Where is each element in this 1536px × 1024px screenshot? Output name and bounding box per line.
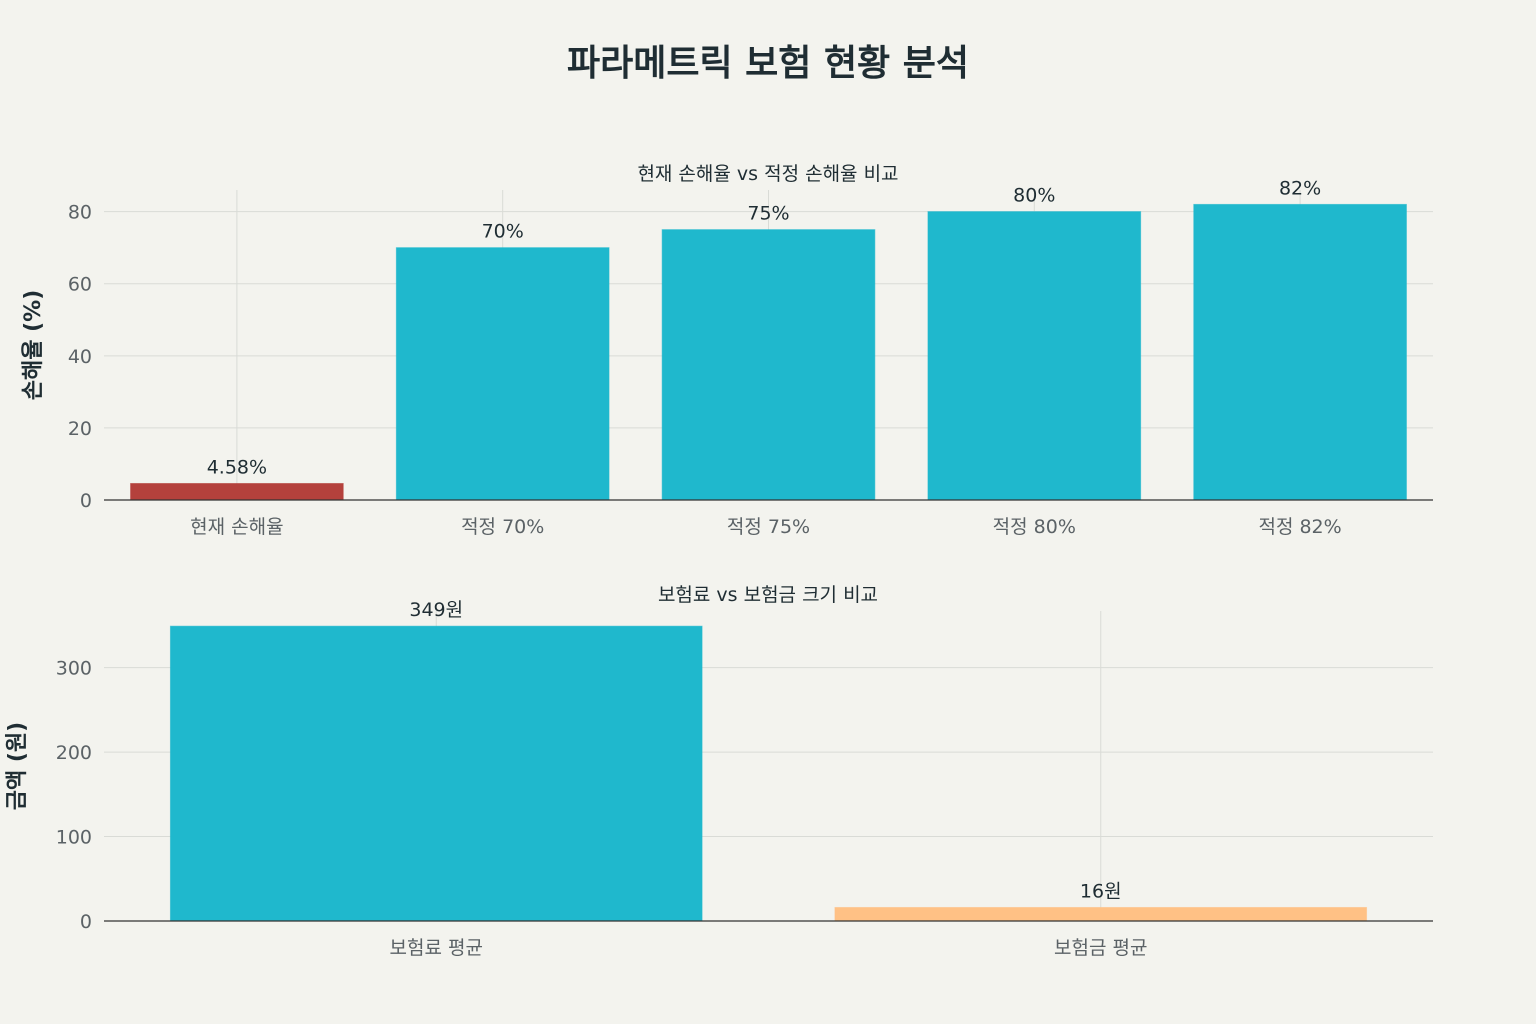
loss-ratio-ytick-label: 60 xyxy=(68,274,92,296)
premium-claim-bar-0 xyxy=(169,625,703,922)
premium-claim-bar-value-label: 349원 xyxy=(409,599,463,621)
loss-ratio-ytick-label: 80 xyxy=(68,202,92,224)
loss-ratio-bar-1 xyxy=(395,247,610,501)
loss-ratio-bar-value-label: 80% xyxy=(1013,185,1055,207)
premium-claim-bar-value-label: 16원 xyxy=(1080,880,1122,902)
premium-claim-xtick-label: 보험료 평균 xyxy=(390,937,483,959)
loss-ratio-bar-2 xyxy=(661,229,876,501)
loss-ratio-xtick-label: 현재 손해율 xyxy=(190,516,283,538)
loss-ratio-xtick-label: 적정 75% xyxy=(727,516,810,538)
loss-ratio-bar-value-label: 4.58% xyxy=(207,456,267,478)
loss-ratio-ytick-label: 40 xyxy=(68,346,92,368)
loss-ratio-xtick-label: 적정 82% xyxy=(1258,516,1341,538)
premium-claim-bar-1 xyxy=(834,906,1368,922)
premium-claim-subplot-title: 보험료 vs 보험금 크기 비교 xyxy=(658,584,878,606)
loss-ratio-bar-value-label: 82% xyxy=(1279,177,1321,199)
loss-ratio-bar-value-label: 70% xyxy=(482,221,524,243)
loss-ratio-bar-0 xyxy=(130,482,344,501)
loss-ratio-subplot-title: 현재 손해율 vs 적정 손해율 비교 xyxy=(637,163,898,185)
premium-claim-y-axis-title: 금액 (원) xyxy=(5,722,30,811)
chart-main-title: 파라메트릭 보험 현황 분석 xyxy=(567,43,969,84)
premium-claim-ytick-label: 0 xyxy=(80,911,92,933)
loss-ratio-ytick-label: 20 xyxy=(68,418,92,440)
loss-ratio-bar-3 xyxy=(927,211,1142,501)
loss-ratio-ytick-label: 0 xyxy=(80,490,92,512)
loss-ratio-bar-4 xyxy=(1193,203,1407,501)
premium-claim-ytick-label: 200 xyxy=(56,742,92,764)
premium-claim-ytick-label: 300 xyxy=(56,658,92,680)
premium-claim-xtick-label: 보험금 평균 xyxy=(1054,937,1147,959)
loss-ratio-chart: 0 20 40 60 80 4.58% 70% 75% 80% 82% 현재 손해율 적정 70% 적정… xyxy=(21,163,1433,538)
loss-ratio-xtick-label: 적정 80% xyxy=(993,516,1076,538)
loss-ratio-bar-value-label: 75% xyxy=(747,203,789,225)
loss-ratio-y-axis-title: 손해율 (%) xyxy=(21,290,46,401)
premium-claim-ytick-label: 100 xyxy=(56,827,92,849)
loss-ratio-xtick-label: 적정 70% xyxy=(461,516,544,538)
